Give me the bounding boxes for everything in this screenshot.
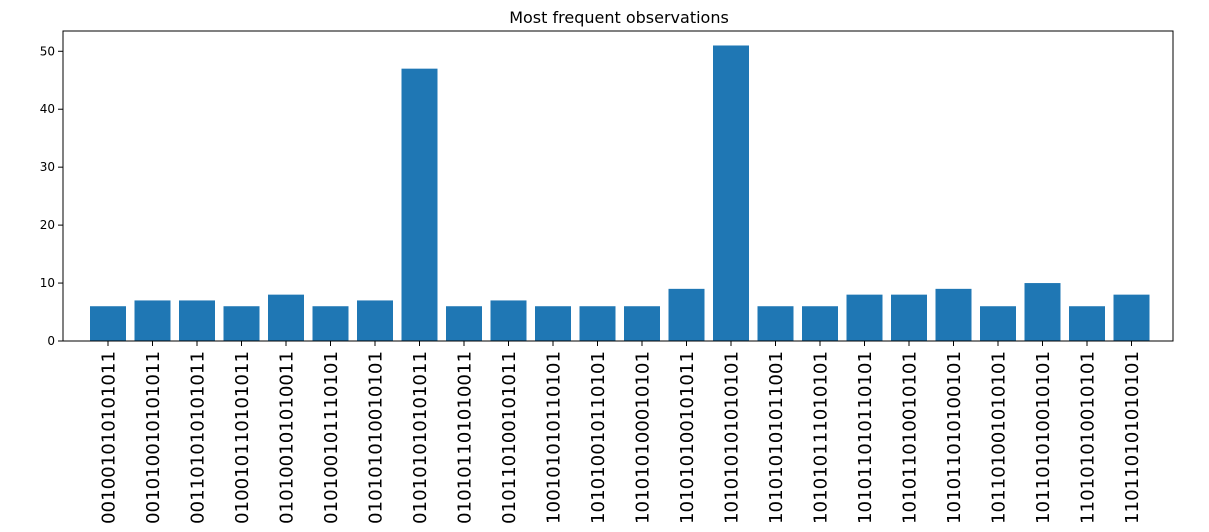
x-tick-label: 110101010010101	[1078, 351, 1099, 524]
bar	[713, 45, 749, 342]
bar	[90, 306, 126, 341]
x-tick-label: 101010101010101	[722, 351, 743, 524]
bar	[490, 300, 527, 341]
x-tick-label: 101011010010101	[900, 351, 921, 524]
bars-layer	[90, 45, 1150, 342]
bar	[1069, 306, 1105, 341]
bar	[535, 306, 571, 341]
x-tick-label: 010101101010011	[455, 351, 476, 524]
bar	[802, 306, 838, 341]
y-tick-label: 10	[40, 276, 55, 290]
bar	[446, 306, 482, 341]
x-tick-label: 010100101010011	[277, 351, 298, 524]
x-tick-label: 101010100101011	[677, 351, 698, 524]
x-tick-label: 001101010101011	[188, 351, 209, 524]
y-tick-label: 20	[40, 218, 55, 232]
x-tick-label: 101101001010101	[989, 351, 1010, 524]
x-tick-label: 101010100010101	[633, 351, 654, 524]
bar	[624, 306, 660, 341]
bar	[134, 300, 171, 341]
bar	[401, 68, 438, 341]
x-tick-label: 001001010101011	[99, 351, 120, 524]
x-axis: 001001010101011 001010010101011 0011010101…	[99, 341, 1143, 524]
x-tick-label: 010100101110101	[321, 351, 342, 524]
x-tick-label: 110110101010101	[1122, 351, 1143, 524]
bar	[179, 300, 215, 341]
x-tick-label: 010110100101011	[499, 351, 520, 524]
bar	[980, 306, 1016, 341]
x-tick-label: 001010010101011	[143, 351, 164, 524]
chart-title: Most frequent observations	[509, 8, 729, 27]
x-tick-label: 101010111010101	[811, 351, 832, 524]
x-tick-label: 010101010101011	[410, 351, 431, 524]
bar	[268, 294, 304, 341]
bar	[891, 294, 927, 341]
y-tick-label: 40	[40, 102, 55, 116]
x-tick-label: 101010010110101	[588, 351, 609, 524]
plot-frame	[62, 30, 1174, 342]
bar	[357, 300, 393, 341]
bar	[935, 288, 972, 341]
x-tick-label: 100101010110101	[544, 351, 565, 524]
y-axis: 0 10 20 30 40 50	[40, 44, 63, 348]
bar	[312, 306, 349, 341]
x-tick-label: 101010101011001	[766, 351, 787, 524]
bar	[223, 306, 260, 341]
bar	[579, 306, 616, 341]
x-tick-label: 101011010110101	[855, 351, 876, 524]
y-tick-label: 0	[47, 334, 55, 348]
bar	[846, 294, 883, 341]
y-tick-label: 50	[40, 44, 55, 58]
bar	[668, 288, 705, 341]
y-tick-label: 30	[40, 160, 55, 174]
x-tick-label: 010101010010101	[366, 351, 387, 524]
x-tick-label: 101011010100101	[944, 351, 965, 524]
bar	[1113, 294, 1150, 341]
x-tick-label: 010010110101011	[232, 351, 253, 524]
bar	[1024, 283, 1061, 341]
bar	[757, 306, 794, 341]
x-tick-label: 101101010010101	[1033, 351, 1054, 524]
